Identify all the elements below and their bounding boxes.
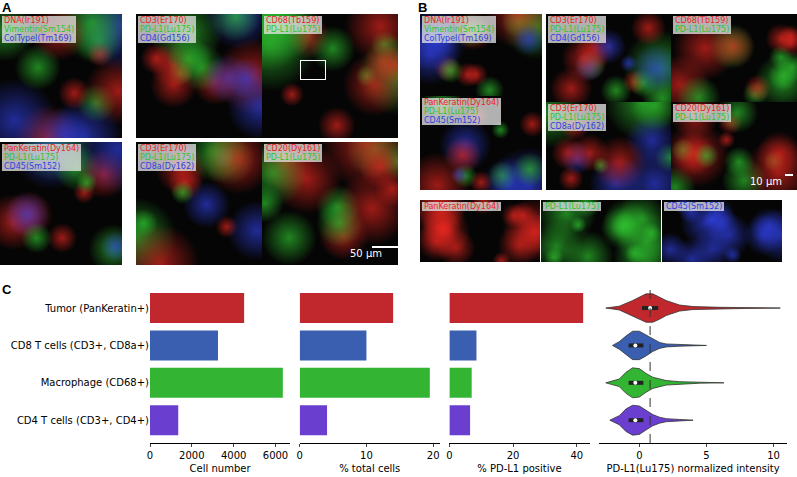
svg-text:0: 0 [446, 450, 452, 461]
html-text:CD20(Dy161): CD20(Dy161) [266, 144, 321, 153]
svg-text:40: 40 [570, 450, 583, 461]
svg-text:20: 20 [507, 450, 520, 461]
html-text:CD3(Er170): CD3(Er170) [140, 144, 187, 153]
html-text:CD45(Sm152): CD45(Sm152) [4, 162, 61, 171]
html-text:ColTypeI(Tm169): ColTypeI(Tm169) [424, 34, 492, 43]
html-text:CD45(Sm152): CD45(Sm152) [424, 116, 481, 125]
html-text:CD4(Gd156): CD4(Gd156) [550, 34, 600, 43]
html-text:PD-L1(Lu175): PD-L1(Lu175) [550, 25, 605, 34]
html-text:CD4(Gd156): CD4(Gd156) [140, 34, 190, 43]
html-text:PD-L1(Lu175): PD-L1(Lu175) [140, 25, 195, 34]
html-text:DNA(Ir191): DNA(Ir191) [4, 16, 49, 25]
html-text:CD3(Er170): CD3(Er170) [550, 104, 597, 113]
html-text:DNA(Ir191): DNA(Ir191) [424, 16, 469, 25]
svg-text:0: 0 [636, 450, 642, 461]
html-text:CD3(Er170): CD3(Er170) [140, 16, 187, 25]
html-text:PanKeratin(Dy164): PanKeratin(Dy164) [424, 98, 500, 107]
html-text:PD-L1(Lu175): PD-L1(Lu175) [266, 153, 321, 162]
svg-text:20: 20 [427, 450, 440, 461]
html-text:PD-L1(Lu175): PD-L1(Lu175) [675, 113, 730, 122]
html-text:ColTypeI(Tm169): ColTypeI(Tm169) [4, 34, 72, 43]
svg-text:Tumor (PanKeratin+): Tumor (PanKeratin+) [44, 303, 149, 314]
svg-text:10: 10 [360, 450, 373, 461]
html-text:CD3(Er170): CD3(Er170) [550, 16, 597, 25]
html-text:PD-L1(Lu175): PD-L1(Lu175) [4, 153, 59, 162]
html-text:PD-L1(Lu175): PD-L1(Lu175) [675, 25, 730, 34]
svg-text:0: 0 [147, 450, 153, 461]
svg-text:Cell number: Cell number [190, 463, 252, 474]
html-text:CD68(Tb159): CD68(Tb159) [675, 16, 729, 25]
svg-text:CD8 T cells (CD3+, CD8a+): CD8 T cells (CD3+, CD8a+) [11, 340, 149, 351]
html-text:CD8a(Dy162): CD8a(Dy162) [140, 162, 195, 171]
svg-text:4000: 4000 [221, 450, 246, 461]
html-text:CD45(Sm152): CD45(Sm152) [666, 202, 723, 211]
svg-text:Macrophage (CD68+): Macrophage (CD68+) [41, 377, 149, 388]
svg-text:0: 0 [297, 450, 303, 461]
html-text:A: A [2, 0, 12, 15]
html-text:PD-L1(Lu175): PD-L1(Lu175) [550, 113, 605, 122]
html-text:C: C [2, 282, 12, 297]
svg-text:5: 5 [703, 450, 709, 461]
svg-text:CD4 T cells (CD3+, CD4+): CD4 T cells (CD3+, CD4+) [17, 415, 149, 426]
html-text:PD-L1(Lu175): PD-L1(Lu175) [140, 153, 195, 162]
html-text:CD20(Dy161): CD20(Dy161) [675, 104, 730, 113]
svg-text:% PD-L1 positive: % PD-L1 positive [477, 463, 561, 474]
html-text:PD-L1(Lu175): PD-L1(Lu175) [266, 25, 321, 34]
html-text:Vimentin(Sm154): Vimentin(Sm154) [424, 25, 495, 34]
html-text:PanKeratin(Dy164): PanKeratin(Dy164) [424, 202, 500, 211]
html-text:PanKeratin(Dy164): PanKeratin(Dy164) [4, 144, 80, 153]
html-text:CD68(Tb159): CD68(Tb159) [266, 16, 320, 25]
html-text:CD8a(Dy162): CD8a(Dy162) [550, 122, 605, 131]
svg-text:6000: 6000 [263, 450, 288, 461]
html-text:PD-L1(Lu175): PD-L1(Lu175) [424, 107, 479, 116]
svg-text:% total cells: % total cells [339, 463, 400, 474]
svg-text:10: 10 [767, 450, 780, 461]
html-text:B: B [418, 0, 428, 15]
html-text:50 µm: 50 µm [350, 248, 382, 259]
svg-text:PD-L1(Lu175) normalized intens: PD-L1(Lu175) normalized intensity [606, 463, 779, 474]
html-text:PD-L1(Lu175): PD-L1(Lu175) [545, 202, 600, 211]
html-text:10 µm: 10 µm [750, 176, 782, 187]
svg-text:2000: 2000 [179, 450, 204, 461]
html-text:Vimentin(Sm154): Vimentin(Sm154) [4, 25, 75, 34]
